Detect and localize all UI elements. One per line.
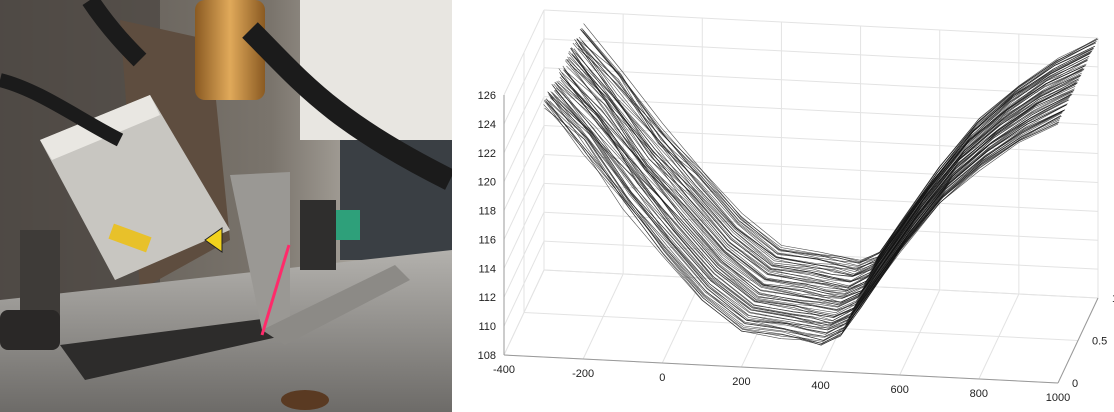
grid-line bbox=[523, 312, 1079, 341]
profile-line bbox=[544, 107, 1060, 344]
profile-line bbox=[549, 97, 1065, 331]
z-axis-ticks: 108 110 112 114 116 118 120 122 124 126 bbox=[478, 90, 496, 362]
profile-line bbox=[567, 59, 1083, 294]
profile-line bbox=[570, 47, 1086, 289]
grid-line bbox=[503, 183, 545, 269]
grid-line bbox=[503, 96, 545, 182]
z-tick-label: 110 bbox=[478, 321, 496, 333]
grid-line bbox=[543, 67, 1099, 97]
y-tick-label: 0.5 bbox=[1092, 336, 1107, 348]
grid-line bbox=[503, 212, 545, 298]
z-tick-label: 124 bbox=[478, 119, 496, 131]
profile-line bbox=[582, 31, 1098, 262]
profile-line bbox=[575, 52, 1091, 277]
x-axis-line bbox=[503, 354, 1059, 384]
grid-line bbox=[543, 211, 1099, 241]
z-tick-label: 126 bbox=[478, 90, 496, 102]
toggle-clamp bbox=[300, 200, 336, 270]
profile-line bbox=[560, 79, 1076, 308]
steel-flat-bar bbox=[60, 318, 300, 380]
profile-line bbox=[574, 42, 1090, 278]
x-axis-ticks: -400 -200 0 200 400 600 800 1000 bbox=[493, 364, 1070, 404]
profile-line bbox=[576, 38, 1092, 276]
z-tick-label: 114 bbox=[478, 263, 496, 275]
profile-line bbox=[554, 81, 1070, 324]
torch-hose bbox=[242, 22, 452, 190]
profile-line bbox=[581, 40, 1097, 264]
x-tick-label: 400 bbox=[811, 380, 829, 392]
grid-line bbox=[503, 9, 545, 96]
x-tick-label: 1000 bbox=[1046, 392, 1070, 404]
profile-line bbox=[567, 56, 1082, 295]
profile-line bbox=[568, 52, 1083, 292]
grid-line bbox=[543, 9, 1099, 39]
grid-line bbox=[503, 38, 545, 125]
y-axis-line bbox=[1057, 297, 1099, 384]
profile-line bbox=[576, 38, 1092, 276]
z-tick-label: 120 bbox=[478, 177, 496, 189]
profile-line bbox=[546, 99, 1062, 341]
grid-line bbox=[503, 240, 545, 327]
x-tick-label: 800 bbox=[970, 388, 988, 400]
laser-line bbox=[260, 244, 291, 336]
profile-line bbox=[580, 29, 1096, 267]
sensor-cable bbox=[0, 73, 124, 147]
grid-line bbox=[503, 154, 545, 240]
x-tick-label: -400 bbox=[493, 364, 515, 376]
y-tick-label: 0 bbox=[1072, 378, 1078, 390]
profile-line bbox=[580, 41, 1096, 267]
profile-line bbox=[571, 53, 1087, 287]
x-tick-label: -200 bbox=[572, 368, 594, 380]
profile-line bbox=[552, 94, 1068, 326]
z-tick-label: 108 bbox=[478, 350, 496, 362]
profile-line bbox=[554, 89, 1070, 322]
profile-line bbox=[566, 65, 1081, 298]
profile-line bbox=[544, 99, 1060, 344]
grid-line bbox=[543, 153, 1099, 183]
grid-line bbox=[543, 38, 1099, 68]
profile-line bbox=[546, 103, 1062, 338]
photo-illustration bbox=[0, 0, 452, 412]
background-wall bbox=[300, 0, 452, 140]
z-tick-label: 118 bbox=[478, 206, 496, 218]
profile-line bbox=[568, 51, 1084, 291]
x-tick-label: 200 bbox=[732, 376, 750, 388]
clamp-handle bbox=[336, 210, 360, 240]
welding-torch bbox=[195, 0, 265, 100]
sensor-label bbox=[108, 223, 152, 253]
steel-angle-horizontal bbox=[262, 265, 410, 345]
x-tick-label: 600 bbox=[891, 384, 909, 396]
profile-line bbox=[570, 48, 1085, 289]
z-tick-label: 112 bbox=[478, 292, 496, 304]
grid-line bbox=[503, 125, 545, 211]
y-tick-label: 1 bbox=[1112, 293, 1114, 305]
profile-line bbox=[562, 65, 1078, 305]
grid-line bbox=[503, 67, 545, 153]
x-tick-label: 0 bbox=[659, 372, 665, 384]
profile-line bbox=[553, 83, 1069, 324]
welding-sensor-photo bbox=[0, 0, 452, 412]
clamp bbox=[20, 230, 60, 320]
profile-line bbox=[557, 82, 1073, 317]
profile-line bbox=[543, 104, 1059, 346]
profile-line bbox=[578, 37, 1094, 269]
grid-line bbox=[503, 269, 545, 356]
laser-warning-icon bbox=[204, 227, 223, 253]
profile-line bbox=[551, 83, 1067, 329]
profile-line bbox=[547, 91, 1063, 337]
profile-line bbox=[583, 23, 1099, 261]
profile-line bbox=[558, 80, 1073, 316]
z-tick-label: 116 bbox=[478, 234, 496, 246]
table-hole bbox=[281, 390, 329, 410]
profile-lines bbox=[543, 23, 1099, 346]
profile-line bbox=[563, 69, 1078, 303]
z-tick-label: 122 bbox=[478, 148, 496, 160]
y-axis-ticks: 00.51 bbox=[1072, 293, 1114, 390]
profile-line bbox=[565, 60, 1080, 299]
